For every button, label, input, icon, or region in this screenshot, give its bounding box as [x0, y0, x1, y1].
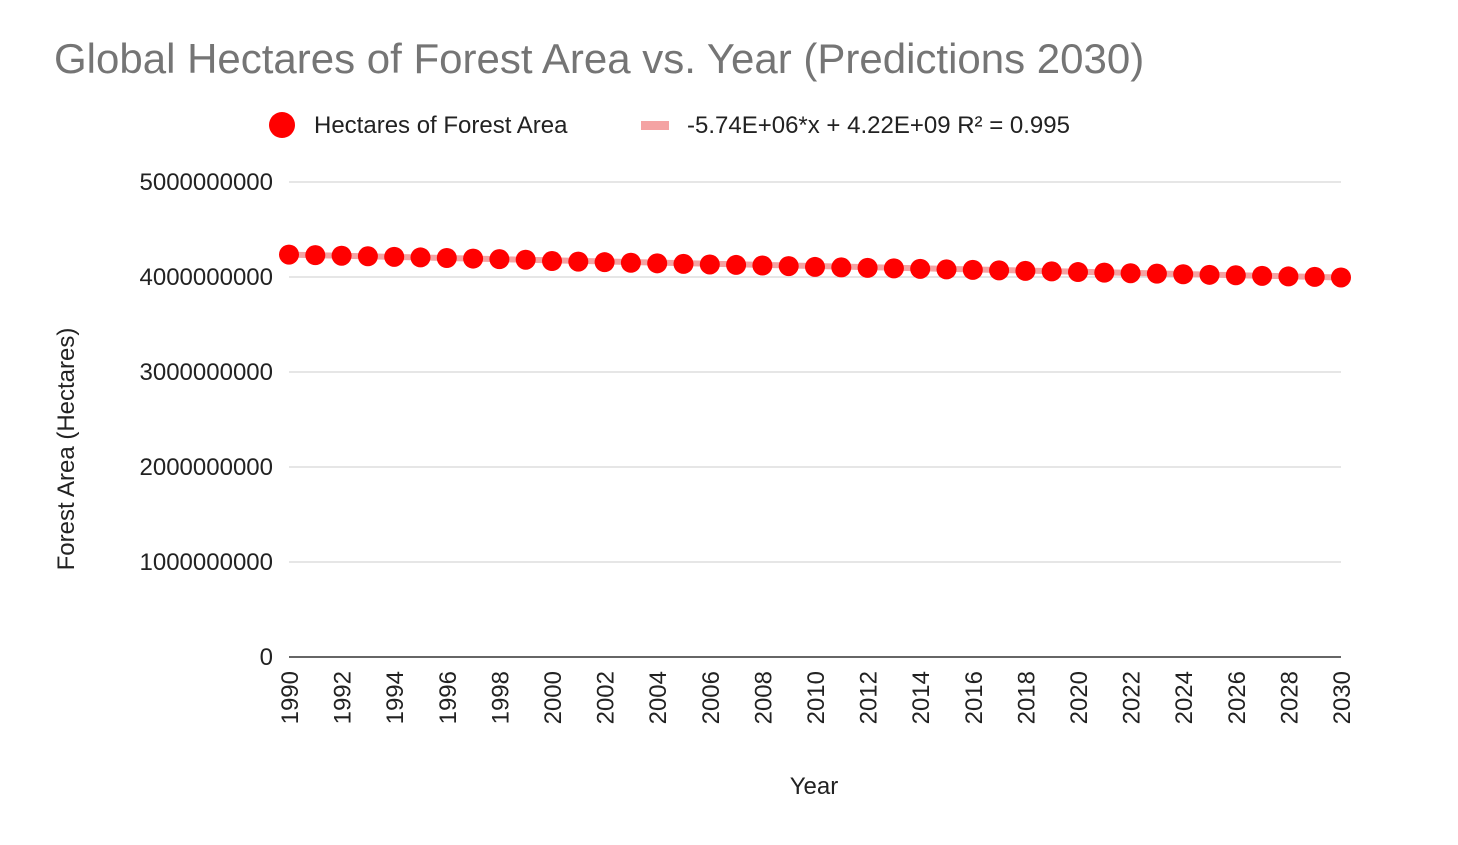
y-tick-label: 3000000000 [140, 359, 273, 386]
data-point [594, 252, 615, 273]
legend-label-series: Hectares of Forest Area [314, 112, 568, 139]
data-point [410, 247, 431, 268]
data-point [515, 249, 536, 270]
data-point [857, 257, 878, 278]
x-tick-label: 1994 [382, 671, 409, 724]
data-point [1146, 263, 1167, 284]
data-point [1278, 266, 1299, 287]
x-tick-label: 1992 [330, 671, 357, 724]
x-tick-label: 2010 [803, 671, 830, 724]
data-point [778, 256, 799, 277]
data-point [1304, 266, 1325, 287]
data-point [1120, 263, 1141, 284]
data-point [883, 258, 904, 279]
legend-marker-trendline [641, 121, 669, 130]
data-point [831, 257, 852, 278]
x-tick-label: 2028 [1276, 671, 1303, 724]
data-point [279, 244, 299, 265]
data-point [936, 259, 957, 280]
data-point [1331, 267, 1351, 288]
x-tick-label: 2026 [1224, 671, 1251, 724]
data-point [357, 246, 378, 267]
data-point [542, 251, 562, 272]
data-points [279, 244, 1351, 288]
x-tick-label: 2020 [1066, 671, 1093, 724]
data-point [1094, 262, 1115, 283]
data-point [384, 246, 405, 267]
gridlines [289, 181, 1341, 658]
x-tick-label: 2016 [961, 671, 988, 724]
data-point [305, 245, 326, 266]
x-tick-label: 2000 [540, 671, 567, 724]
data-point [962, 259, 983, 280]
x-tick-label: 1996 [435, 671, 462, 724]
data-point [568, 251, 589, 272]
x-tick-label: 2008 [750, 671, 777, 724]
legend-marker-series [269, 112, 295, 138]
data-point [463, 248, 484, 269]
x-axis-tick-labels: 1990 1992 1994 1996 1998 2000 2002 2004 2006 2008… [277, 671, 1356, 724]
y-tick-label: 2000000000 [140, 454, 273, 481]
data-point [1252, 265, 1273, 286]
x-tick-label: 2018 [1013, 671, 1040, 724]
data-point [1225, 265, 1246, 286]
data-point [673, 253, 694, 274]
data-point [1199, 264, 1220, 285]
x-tick-label: 2022 [1119, 671, 1146, 724]
legend: Hectares of Forest Area -5.74E+06*x + 4.… [269, 112, 1070, 139]
y-tick-label: 5000000000 [140, 169, 273, 196]
data-point [1041, 261, 1062, 282]
data-point [1173, 264, 1194, 285]
data-point [805, 256, 825, 277]
x-tick-label: 2030 [1329, 671, 1356, 724]
x-tick-label: 1998 [487, 671, 514, 724]
legend-label-trendline: -5.74E+06*x + 4.22E+09 R² = 0.995 [687, 112, 1070, 139]
x-tick-label: 2014 [908, 671, 935, 724]
y-tick-label: 0 [260, 644, 273, 671]
y-axis-tick-labels: 0 1000000000 2000000000 3000000000 400000000… [140, 169, 273, 671]
x-tick-label: 2002 [593, 671, 620, 724]
data-point [331, 245, 352, 266]
data-point [489, 249, 510, 270]
x-tick-label: 2006 [698, 671, 725, 724]
data-point [1068, 262, 1088, 283]
data-point [726, 254, 747, 275]
data-point [910, 258, 931, 279]
chart-title: Global Hectares of Forest Area vs. Year … [54, 35, 1144, 82]
x-tick-label: 2024 [1171, 671, 1198, 724]
data-point [620, 252, 641, 273]
y-axis-label: Forest Area (Hectares) [53, 328, 80, 571]
x-tick-label: 2004 [645, 671, 672, 724]
data-point [1015, 260, 1036, 281]
x-tick-label: 2012 [856, 671, 883, 724]
y-tick-label: 1000000000 [140, 549, 273, 576]
data-point [699, 254, 720, 275]
data-point [752, 255, 773, 276]
data-point [989, 260, 1010, 281]
data-point [647, 253, 668, 274]
y-tick-label: 4000000000 [140, 264, 273, 291]
data-point [436, 248, 457, 268]
x-tick-label: 1990 [277, 671, 304, 724]
x-axis-label: Year [790, 773, 839, 800]
